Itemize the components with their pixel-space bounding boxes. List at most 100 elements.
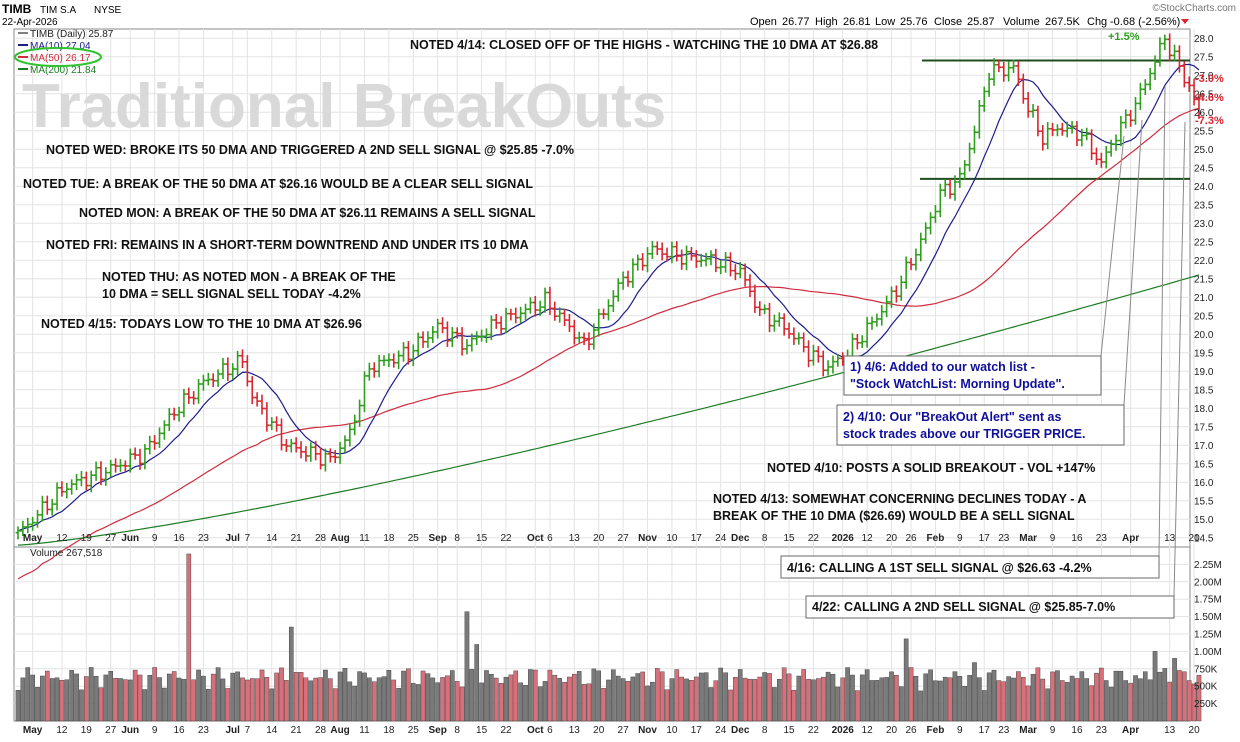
ohlc-bar	[674, 241, 680, 262]
date-tick-label: 23	[198, 725, 210, 736]
ohlc-bar	[708, 250, 714, 266]
ohlc-bar	[547, 286, 553, 315]
volume-bar	[718, 667, 724, 722]
date-tick-label: 12	[862, 533, 874, 544]
volume-bar	[40, 675, 45, 722]
ohlc-bar	[1157, 37, 1163, 67]
volume-bar	[1055, 670, 1060, 722]
ohlc-bar	[713, 248, 719, 273]
volume-bar	[869, 680, 875, 722]
volume-bar	[279, 667, 284, 722]
volume-bar	[318, 677, 323, 722]
price-tick-label: 25.0	[1194, 145, 1214, 156]
volume-bar	[694, 676, 699, 722]
date-tick-label: 12	[56, 533, 68, 544]
volume-bar	[1118, 670, 1124, 722]
ohlc-bar	[967, 142, 972, 172]
ohlc-bar	[244, 355, 250, 387]
ohlc-bar	[518, 306, 524, 324]
volume-bar	[123, 679, 128, 722]
volume-bar	[806, 679, 811, 722]
volume-bar	[513, 670, 519, 722]
ohlc-bar	[391, 353, 397, 368]
date-tick-label: May	[23, 725, 43, 736]
volume-tick-label: 1.00M	[1194, 647, 1222, 658]
volume-bar	[308, 680, 314, 722]
volume-bar	[469, 669, 475, 722]
ohlc-bar	[767, 302, 772, 333]
ohlc-bar	[1113, 134, 1119, 151]
ohlc-bar	[35, 509, 40, 528]
volume-bar	[1050, 671, 1055, 722]
ohlc-bar	[332, 450, 338, 464]
date-tick-label: 15	[783, 725, 795, 736]
callout-1-line1: 1) 4/6: Added to our watch list -	[850, 360, 1035, 374]
date-tick-label: 15	[783, 533, 795, 544]
date-tick-label: 16	[1071, 725, 1083, 736]
volume-bar	[796, 675, 802, 722]
callout-2: 2) 4/10: Our "BreakOut Alert" sent as st…	[836, 404, 1125, 446]
ohlc-bar	[318, 447, 323, 470]
volume-bar	[1123, 680, 1129, 722]
date-tick-label: 19	[81, 533, 93, 544]
volume-bar	[1001, 681, 1007, 722]
volume-bar	[337, 671, 343, 722]
ohlc-bar	[679, 249, 685, 270]
ohlc-bar	[801, 332, 807, 353]
ohlc-bar	[235, 350, 240, 376]
date-tick-label: 25	[408, 725, 420, 736]
date-tick-label: 9	[1050, 533, 1056, 544]
volume-label: Volume	[1003, 16, 1040, 28]
volume-bar	[1084, 678, 1090, 722]
volume-bar	[835, 686, 841, 722]
volume-bar	[635, 673, 641, 722]
ohlc-bar	[30, 516, 36, 531]
volume-bar	[1103, 680, 1109, 722]
ohlc-bar	[157, 427, 162, 448]
date-tick-label: 27	[618, 533, 630, 544]
volume-bar	[264, 677, 270, 722]
volume-bar	[20, 677, 26, 722]
ohlc-bar	[401, 342, 406, 362]
volume-bar	[1191, 683, 1197, 722]
ohlc-bar	[83, 471, 89, 491]
callout-leader-line	[1100, 135, 1125, 357]
volume-bar	[967, 675, 972, 722]
ohlc-bar	[791, 327, 797, 345]
volume-bar	[269, 688, 275, 722]
pct-label-1: -3.0%	[1195, 73, 1224, 85]
ohlc-bar	[230, 363, 236, 380]
date-tick-label: 14	[266, 533, 278, 544]
ohlc-bar	[171, 407, 177, 421]
ohlc-bar	[1089, 129, 1094, 160]
ohlc-bar	[630, 258, 636, 288]
ohlc-bar	[776, 312, 782, 327]
ohlc-bar	[732, 264, 738, 281]
ohlc-bar	[459, 327, 465, 356]
date-tick-label: Mar	[1019, 533, 1037, 544]
price-tick-label: 15.0	[1194, 515, 1214, 526]
ohlc-bar	[742, 263, 748, 287]
volume-bar	[659, 671, 665, 722]
ohlc-bar	[1035, 105, 1041, 137]
pct-label-3: -7.3%	[1195, 115, 1224, 127]
ohlc-bar	[201, 374, 206, 391]
ohlc-bar	[957, 167, 963, 188]
volume-bar	[674, 669, 680, 722]
price-tick-label: 14.5	[1194, 533, 1214, 544]
date-tick-label: 24	[715, 725, 727, 736]
volume-bar	[728, 689, 733, 722]
price-tick-label: 26.0	[1194, 108, 1214, 119]
date-tick-label: 23	[1096, 725, 1108, 736]
callout-leader-line	[1158, 85, 1166, 557]
ohlc-bar	[620, 271, 626, 290]
note-4-15: NOTED 4/15: TODAYS LOW TO THE 10 DMA AT …	[41, 317, 362, 331]
volume-bar	[459, 686, 465, 722]
volume-bar	[1133, 675, 1138, 722]
ohlc-bar	[1196, 93, 1202, 119]
ohlc-bar	[635, 254, 641, 271]
volume-bar	[176, 677, 182, 722]
date-tick-label: Sep	[429, 725, 447, 736]
volume-bar	[542, 681, 548, 722]
volume-bar	[977, 677, 982, 722]
